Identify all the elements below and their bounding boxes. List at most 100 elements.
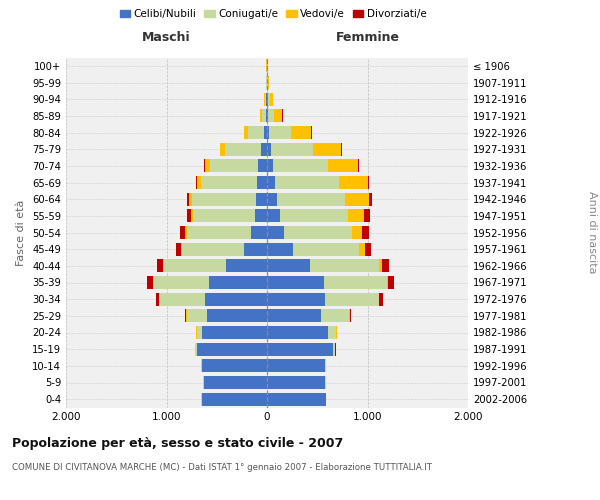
Bar — [284, 226, 352, 239]
Bar — [220, 142, 225, 156]
Bar — [328, 326, 337, 339]
Bar — [265, 126, 267, 139]
Bar — [364, 210, 370, 222]
Bar — [185, 310, 187, 322]
Bar — [268, 110, 274, 122]
Bar — [379, 292, 383, 306]
Bar — [352, 226, 362, 239]
Bar — [188, 192, 191, 205]
Bar — [251, 226, 267, 239]
Bar — [268, 92, 269, 106]
Bar — [267, 376, 325, 389]
Bar — [280, 210, 349, 222]
Bar — [181, 242, 182, 256]
Bar — [225, 142, 262, 156]
Bar — [349, 210, 364, 222]
Bar — [205, 160, 210, 172]
Bar — [310, 260, 379, 272]
Bar — [271, 142, 313, 156]
Bar — [265, 92, 266, 106]
Text: Maschi: Maschi — [142, 31, 191, 44]
Bar — [267, 342, 334, 355]
Text: Anni di nascita: Anni di nascita — [587, 191, 597, 274]
Bar — [244, 242, 267, 256]
Bar — [202, 326, 267, 339]
Bar — [362, 226, 368, 239]
Bar — [275, 176, 340, 189]
Bar — [340, 176, 367, 189]
Bar — [267, 260, 310, 272]
Bar — [269, 126, 291, 139]
Bar — [267, 142, 271, 156]
Bar — [269, 92, 272, 106]
Bar — [197, 342, 267, 355]
Bar — [205, 292, 267, 306]
Text: Femmine: Femmine — [335, 31, 400, 44]
Bar — [367, 176, 369, 189]
Bar — [182, 242, 244, 256]
Bar — [386, 276, 388, 289]
Bar — [368, 192, 371, 205]
Bar — [267, 110, 268, 122]
Bar — [313, 142, 341, 156]
Bar — [226, 260, 267, 272]
Bar — [324, 276, 386, 289]
Bar — [267, 160, 273, 172]
Bar — [274, 110, 282, 122]
Bar — [197, 326, 202, 339]
Bar — [267, 360, 325, 372]
Bar — [180, 226, 185, 239]
Bar — [267, 176, 275, 189]
Bar — [359, 242, 365, 256]
Bar — [157, 260, 163, 272]
Bar — [185, 226, 187, 239]
Bar — [266, 110, 267, 122]
Bar — [260, 110, 262, 122]
Bar — [187, 226, 251, 239]
Bar — [176, 242, 181, 256]
Bar — [163, 260, 226, 272]
Bar — [191, 192, 256, 205]
Bar — [256, 192, 267, 205]
Bar — [267, 126, 269, 139]
Bar — [202, 360, 267, 372]
Bar — [264, 92, 265, 106]
Bar — [267, 276, 324, 289]
Bar — [197, 176, 200, 189]
Bar — [267, 210, 280, 222]
Bar — [267, 326, 328, 339]
Bar — [293, 242, 359, 256]
Text: COMUNE DI CIVITANOVA MARCHE (MC) - Dati ISTAT 1° gennaio 2007 - Elaborazione TUT: COMUNE DI CIVITANOVA MARCHE (MC) - Dati … — [12, 462, 432, 471]
Bar — [255, 210, 267, 222]
Bar — [156, 292, 159, 306]
Bar — [200, 176, 257, 189]
Bar — [325, 292, 379, 306]
Bar — [259, 160, 267, 172]
Bar — [267, 292, 325, 306]
Bar — [388, 276, 394, 289]
Bar — [202, 392, 267, 406]
Bar — [267, 226, 284, 239]
Bar — [187, 310, 206, 322]
Bar — [248, 126, 265, 139]
Bar — [154, 276, 209, 289]
Bar — [191, 210, 193, 222]
Bar — [203, 376, 267, 389]
Bar — [358, 160, 359, 172]
Bar — [273, 160, 328, 172]
Bar — [206, 310, 267, 322]
Bar — [350, 310, 352, 322]
Text: Popolazione per età, sesso e stato civile - 2007: Popolazione per età, sesso e stato civil… — [12, 438, 343, 450]
Bar — [267, 242, 293, 256]
Bar — [382, 260, 389, 272]
Bar — [195, 342, 197, 355]
Bar — [328, 160, 358, 172]
Bar — [321, 310, 349, 322]
Bar — [187, 210, 191, 222]
Bar — [262, 110, 266, 122]
Bar — [267, 392, 326, 406]
Bar — [334, 342, 335, 355]
Bar — [277, 192, 346, 205]
Bar — [346, 192, 368, 205]
Bar — [210, 160, 259, 172]
